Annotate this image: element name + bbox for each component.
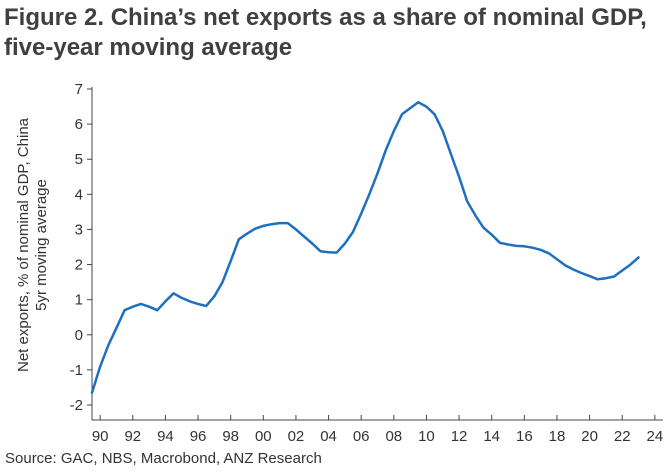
x-tick-label: 18 (549, 428, 566, 445)
y-tick-label: -2 (70, 397, 83, 414)
x-tick-label: 02 (288, 428, 305, 445)
x-tick-label: 10 (418, 428, 435, 445)
series-line (90, 101, 640, 394)
y-tick-label: 5 (75, 151, 83, 168)
x-tick-label: 98 (222, 428, 239, 445)
x-tick-label: 92 (124, 428, 141, 445)
x-tick-label: 96 (190, 428, 207, 445)
x-tick-label: 00 (255, 428, 272, 445)
y-tick-label: 0 (75, 327, 83, 344)
y-tick-label: 7 (75, 81, 83, 98)
y-tick-label: -1 (70, 362, 83, 379)
x-tick-label: 16 (516, 428, 533, 445)
y-tick-label: 6 (75, 116, 83, 133)
y-tick-label: 1 (75, 292, 83, 309)
x-tick-label: 12 (451, 428, 468, 445)
x-tick-label: 04 (320, 428, 337, 445)
x-tick-label: 14 (483, 428, 500, 445)
x-tick-label: 20 (581, 428, 598, 445)
x-tick-label: 90 (92, 428, 109, 445)
x-tick-label: 08 (385, 428, 402, 445)
y-tick-label: 2 (75, 257, 83, 274)
x-tick-label: 94 (157, 428, 174, 445)
y-tick-label: 4 (75, 186, 83, 203)
x-tick-label: 24 (646, 428, 663, 445)
y-tick-label: 3 (75, 221, 83, 238)
chart-title: Figure 2. China’s net exports as a share… (4, 4, 647, 61)
source-note: Source: GAC, NBS, Macrobond, ANZ Researc… (5, 450, 322, 467)
x-tick-label: 22 (614, 428, 631, 445)
x-tick-label: 06 (353, 428, 370, 445)
